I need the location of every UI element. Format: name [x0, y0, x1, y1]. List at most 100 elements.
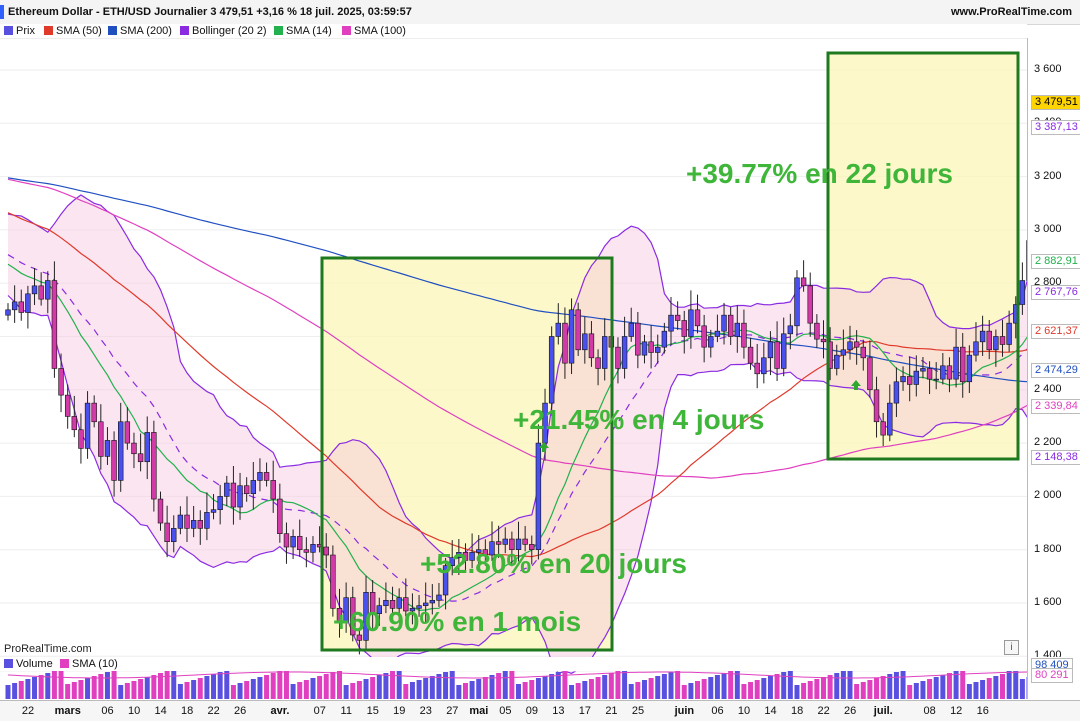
volume-bar-67: [449, 670, 455, 699]
volume-bar-143: [953, 671, 959, 699]
volume-bar-21: [144, 677, 150, 699]
candle-body-86: [575, 309, 581, 351]
legend-item-sma50[interactable]: SMA (50): [44, 25, 102, 37]
volume-bar-5: [38, 675, 44, 699]
candle-body-29: [197, 520, 203, 529]
candle-body-117: [781, 333, 787, 369]
y-tick-3200: 3 200: [1034, 169, 1062, 182]
candle-body-119: [794, 277, 800, 327]
volume-bar-104: [695, 681, 701, 699]
price-tag-3: 2 767,76: [1031, 284, 1080, 300]
legend-item-volume[interactable]: Volume: [4, 658, 53, 670]
volume-bar-63: [423, 678, 429, 699]
candle-body-125: [834, 354, 840, 369]
candle-body-150: [999, 336, 1006, 345]
candle-body-137: [913, 370, 920, 385]
volume-bar-74: [496, 673, 502, 699]
y-tick-2200: 2 200: [1034, 436, 1062, 449]
volume-bar-118: [787, 670, 793, 699]
volume-bar-12: [85, 678, 91, 699]
legend-item-sma200[interactable]: SMA (200): [108, 25, 172, 37]
site-url[interactable]: www.ProRealTime.com: [950, 6, 1072, 18]
candle-body-44: [297, 536, 303, 550]
candle-body-133: [887, 402, 893, 436]
x-tick-14: 27: [446, 705, 459, 717]
candle-body-144: [960, 346, 966, 383]
x-tick-32: 16: [976, 705, 989, 717]
candle-body-129: [860, 346, 866, 359]
volume-bar-17: [118, 685, 124, 699]
x-tick-22: juin: [674, 705, 695, 717]
candle-body-48: [323, 546, 329, 556]
volume-swatch-icon: [4, 659, 13, 668]
sma200-line: [7, 177, 1076, 384]
volume-bar-26: [177, 684, 183, 699]
x-tick-23: 06: [711, 705, 724, 717]
menu-icon[interactable]: [0, 5, 4, 19]
volume-bar-92: [615, 671, 621, 699]
candle-body-13: [91, 402, 97, 423]
volume-bar-133: [887, 674, 893, 699]
candle-body-97: [648, 341, 654, 353]
date-axis[interactable]: 22 mars 06 10 14 18 22 26 avr. 07 11 15 19 23 27 mai 05 0…: [0, 700, 1080, 721]
volume-bar-115: [767, 676, 773, 699]
volume-bar-45: [303, 680, 309, 699]
candle-body-46: [310, 544, 316, 553]
candle-body-26: [177, 514, 184, 529]
volume-bar-40: [270, 673, 276, 699]
info-icon[interactable]: i: [1004, 640, 1019, 655]
candle-body-89: [595, 357, 601, 369]
highlight-box-2: [826, 51, 1020, 461]
candle-body-14: [98, 421, 104, 457]
volume-axis: 98 409 80 291: [1027, 657, 1080, 699]
volume-bar-125: [834, 673, 840, 699]
x-tick-10: 11: [340, 705, 352, 717]
candle-body-123: [820, 338, 827, 343]
legend-item-sma14[interactable]: SMA (14): [274, 25, 332, 37]
volume-bar-75: [502, 671, 508, 699]
legend-item-sma100[interactable]: SMA (100): [342, 25, 406, 37]
candle-body-100: [668, 314, 674, 332]
y-tick-1800: 1 800: [1034, 542, 1062, 555]
volume-bar-7: [51, 671, 57, 699]
candle-body-105: [701, 325, 707, 348]
volume-bar-0: [5, 685, 11, 699]
volume-bar-52: [350, 683, 356, 699]
volume-bar-76: [509, 669, 515, 699]
x-tick-27: 22: [817, 705, 830, 717]
volume-bar-89: [595, 677, 601, 699]
volume-bar-18: [124, 683, 130, 699]
legend-item-bollinger[interactable]: Bollinger (20 2): [180, 25, 267, 37]
candle-body-16: [111, 440, 117, 481]
candle-body-0: [5, 309, 11, 316]
volume-bar-83: [555, 672, 561, 699]
candle-body-69: [462, 552, 469, 561]
watermark: ProRealTime.com: [4, 643, 92, 655]
volume-bar-153: [1019, 679, 1025, 699]
candle-body-76: [509, 538, 515, 550]
candle-body-72: [482, 549, 489, 556]
legend-item-volume-sma[interactable]: SMA (10): [60, 658, 118, 670]
legend-item-price[interactable]: Prix: [4, 25, 35, 37]
volume-bar-68: [456, 685, 462, 699]
candle-body-56: [376, 605, 382, 614]
candle-body-127: [847, 341, 853, 351]
volume-bar-55: [370, 677, 376, 699]
volume-bar-148: [986, 678, 992, 699]
candle-body-27: [184, 514, 190, 529]
candle-body-36: [243, 485, 250, 495]
volume-bar-77: [516, 684, 522, 699]
x-tick-18: 13: [552, 705, 565, 717]
volume-bar-114: [761, 678, 767, 699]
volume-bar-3: [25, 679, 31, 699]
candle-body-17: [118, 421, 124, 481]
candle-body-83: [555, 322, 561, 337]
candle-body-23: [157, 498, 164, 524]
candle-body-110: [734, 322, 741, 337]
candle-body-66: [442, 565, 449, 596]
volume-bar-47: [317, 676, 323, 699]
candle-body-143: [953, 346, 959, 380]
volume-bar-120: [801, 683, 807, 699]
